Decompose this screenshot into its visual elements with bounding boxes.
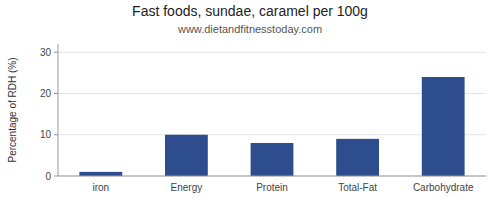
grid-line [58, 52, 486, 53]
y-axis-label: Percentage of RDH (%) [7, 57, 18, 162]
bar [79, 172, 122, 176]
category-label: Total-Fat [338, 182, 377, 193]
bar [336, 139, 379, 176]
x-axis-line [58, 176, 486, 177]
tick-mark [54, 176, 58, 177]
subtitle: www.dietandfitnesstoday.com [177, 23, 322, 35]
x-axis: iron Energy Protein Total-Fat Carbohydrate [92, 182, 473, 193]
tick-mark [54, 93, 58, 94]
tick-label: 20 [40, 88, 52, 99]
y-axis: 0 10 20 30 [40, 47, 486, 182]
tick-label: 0 [45, 171, 51, 182]
tick-label: 10 [40, 129, 52, 140]
category-label: Protein [256, 182, 288, 193]
category-label: Energy [171, 182, 203, 193]
grid-line [58, 176, 486, 177]
bars [79, 77, 464, 176]
bar [165, 135, 208, 176]
category-label: iron [92, 182, 109, 193]
chart: Fast foods, sundae, caramel per 100g www.… [0, 0, 500, 200]
y-axis-line [58, 44, 59, 176]
tick-mark [54, 134, 58, 135]
tick-mark [54, 52, 58, 53]
category-label: Carbohydrate [413, 182, 474, 193]
bar [422, 77, 465, 176]
tick-label: 30 [40, 47, 52, 58]
title: Fast foods, sundae, caramel per 100g [132, 3, 368, 19]
bar [251, 143, 294, 176]
